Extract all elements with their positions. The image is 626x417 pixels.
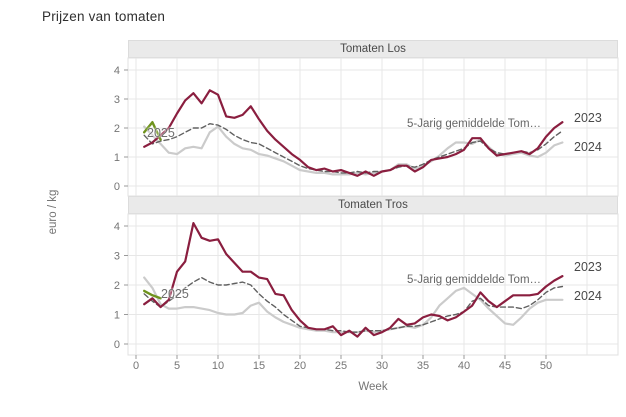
line-label-average-los: 5-Jarig gemiddelde Tom… [407,118,542,130]
panel-title-tomaten-tros: Tomaten Tros [338,199,408,211]
svg-text:40: 40 [458,360,470,372]
svg-text:50: 50 [540,360,552,372]
svg-text:0: 0 [133,360,139,372]
svg-text:10: 10 [212,360,224,372]
svg-text:30: 30 [376,360,388,372]
svg-text:35: 35 [417,360,429,372]
svg-text:45: 45 [499,360,511,372]
line-label-2024-los: 2024 [574,140,602,154]
svg-text:4: 4 [114,221,120,233]
panel-title-tomaten-los: Tomaten Los [340,43,406,55]
svg-text:0: 0 [114,339,120,351]
svg-text:15: 15 [253,360,265,372]
svg-text:2: 2 [114,280,120,292]
svg-text:4: 4 [114,65,120,77]
page-title: Prijzen van tomaten [42,9,166,24]
svg-text:1: 1 [114,152,120,164]
svg-text:20: 20 [294,360,306,372]
line-label-2024-tros: 2024 [574,289,602,303]
svg-text:1: 1 [114,310,120,322]
svg-text:3: 3 [114,251,120,263]
svg-text:3: 3 [114,94,120,106]
x-axis-label: Week [358,381,388,393]
svg-text:5: 5 [174,360,180,372]
svg-text:0: 0 [114,181,120,193]
svg-text:25: 25 [335,360,347,372]
svg-text:2: 2 [114,123,120,135]
line-label-2025-los: 2025 [147,126,175,140]
line-label-2023-los: 2023 [574,111,602,125]
line-label-2023-tros: 2023 [574,260,602,274]
line-label-average-tros: 5-Jarig gemiddelde Tom… [407,274,542,286]
line-label-2025-tros: 2025 [161,287,189,301]
